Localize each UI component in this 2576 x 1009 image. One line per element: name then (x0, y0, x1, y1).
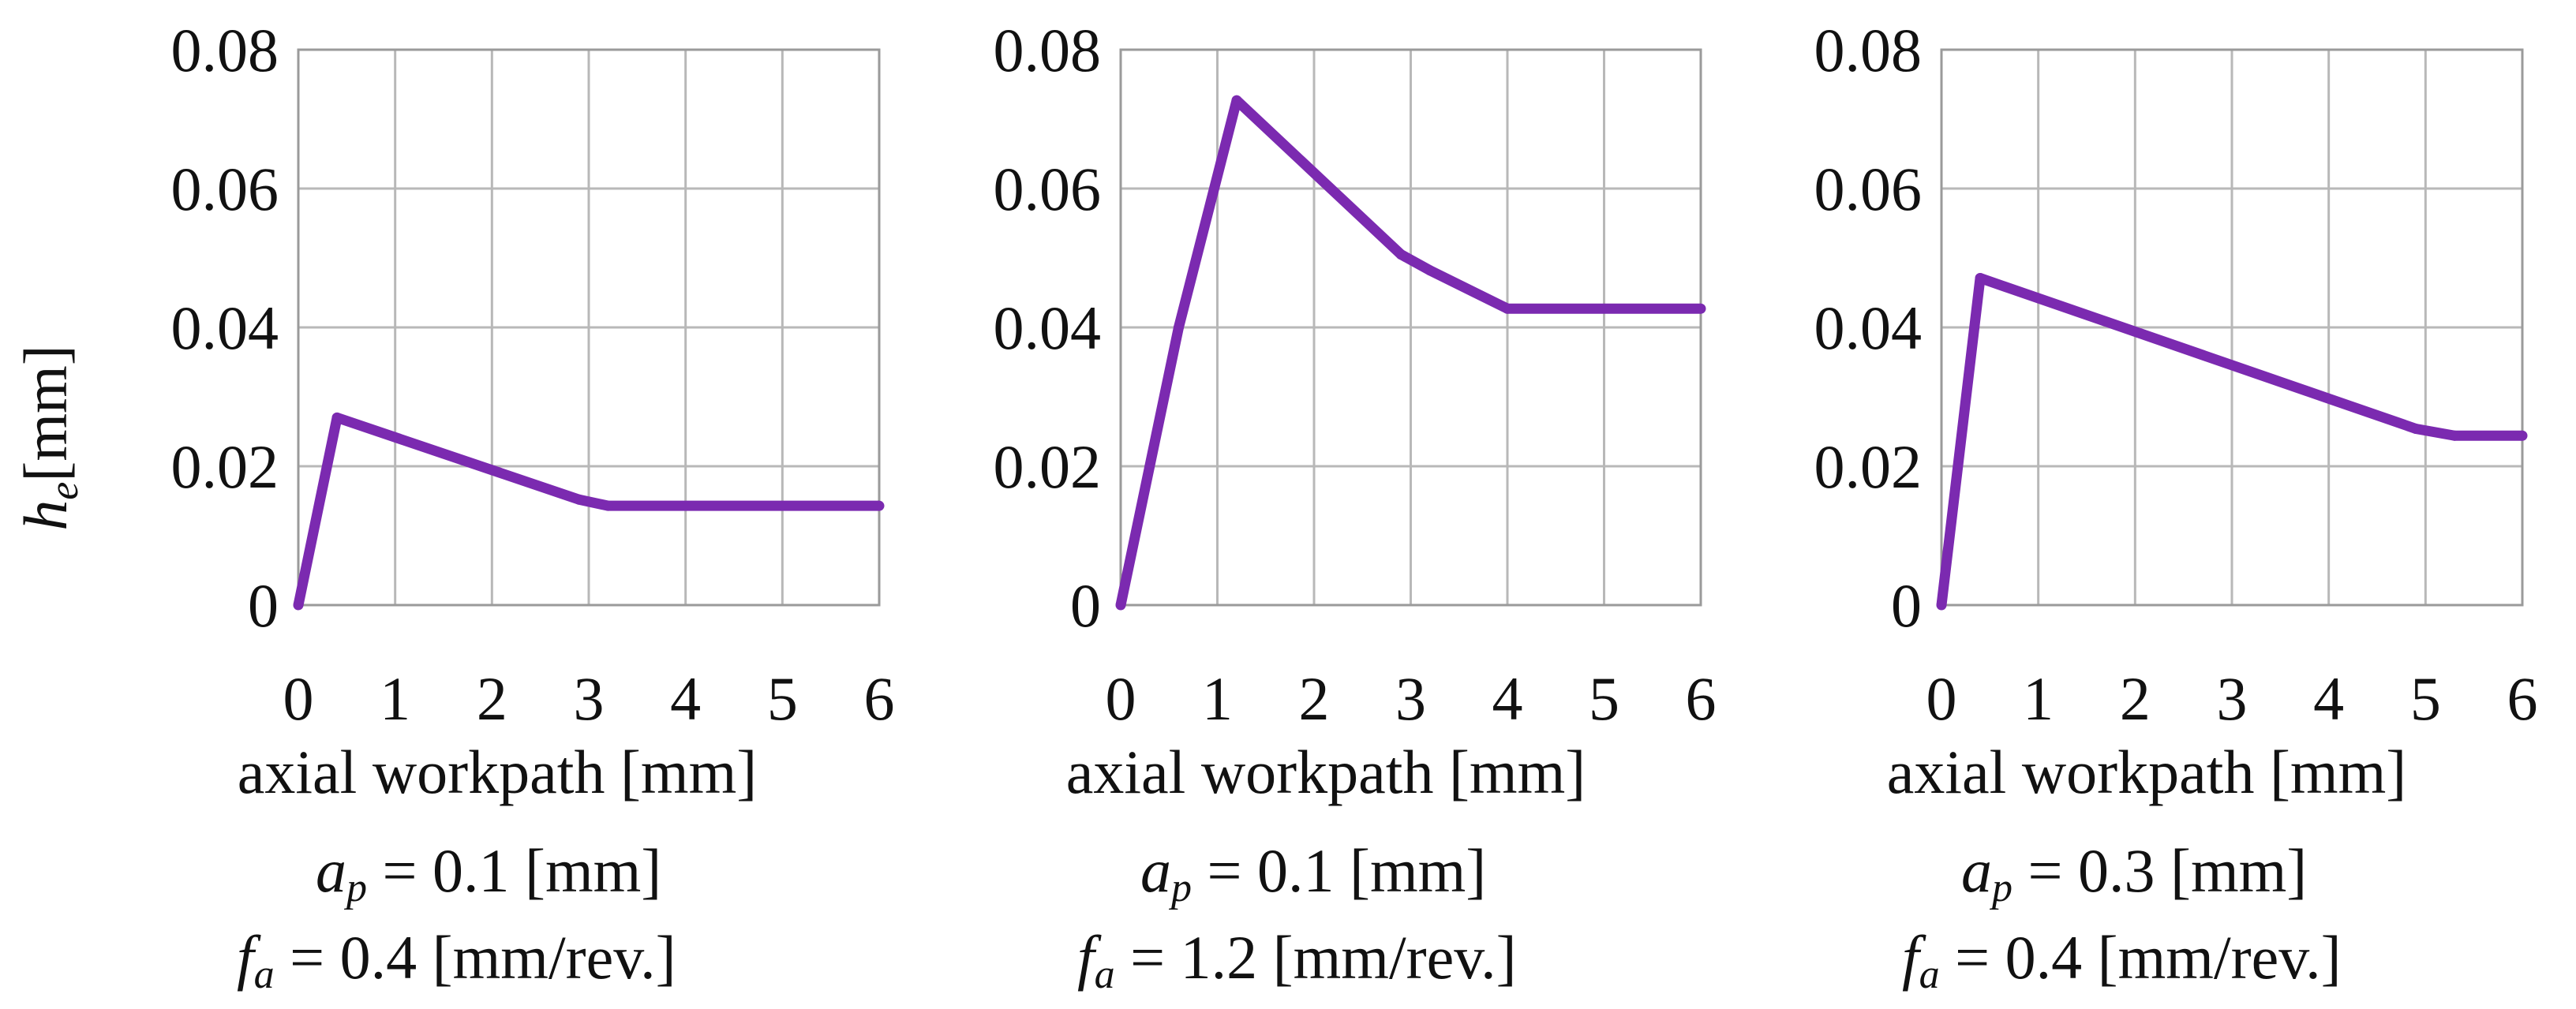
param-fa-value: = 0.4 [mm/rev.] (1940, 923, 2342, 992)
data-point (1231, 95, 1242, 106)
y-axis-label: he[mm] (11, 345, 87, 530)
x-tick-label: 4 (670, 664, 701, 733)
y-tick-label: 0.04 (1814, 293, 1923, 362)
y-tick-label: 0.08 (1814, 16, 1923, 84)
param-fa-caption: fa = 1.2 [mm/rev.] (1077, 923, 1517, 997)
y-tick-label: 0.02 (171, 432, 279, 501)
x-tick-label: 5 (2410, 664, 2441, 733)
plot-area-border (297, 48, 881, 607)
x-tick-label: 1 (2023, 664, 2054, 733)
plot-area-border (1119, 48, 1702, 607)
param-fa-subscript: a (1095, 952, 1115, 997)
x-tick-label: 6 (1686, 664, 1717, 733)
y-tick-label: 0.06 (171, 155, 279, 223)
y-tick-label: 0.02 (1814, 432, 1923, 501)
y-tick-label: 0.02 (994, 432, 1102, 501)
data-point (1174, 322, 1184, 333)
x-tick-label: 2 (2120, 664, 2151, 733)
param-ap-value: = 0.1 [mm] (367, 836, 661, 905)
y-tick-label: 0.08 (994, 16, 1102, 84)
x-axis-label: axial workpath [mm] (238, 738, 757, 806)
param-ap-symbol: a (316, 836, 346, 905)
x-tick-label: 1 (1202, 664, 1233, 733)
y-tick-label: 0.08 (171, 16, 279, 84)
data-point (1695, 303, 1706, 314)
data-point (874, 500, 885, 511)
data-point (331, 412, 343, 423)
param-ap-subscript: p (1989, 865, 2012, 910)
x-tick-label: 6 (2507, 664, 2538, 733)
x-tick-label: 4 (2313, 664, 2344, 733)
param-ap-caption: ap = 0.1 [mm] (316, 836, 661, 910)
x-axis-label: axial workpath [mm] (1066, 738, 1586, 806)
y-tick-label: 0.04 (994, 293, 1102, 362)
param-ap-symbol: a (1961, 836, 1992, 905)
y-axis-label-symbol: h (11, 500, 80, 531)
x-tick-label: 2 (477, 664, 507, 733)
x-axis-label: axial workpath [mm] (1887, 738, 2406, 806)
data-point (1395, 249, 1406, 260)
data-point (1936, 600, 1947, 611)
x-tick-label: 5 (1589, 664, 1619, 733)
x-tick-label: 1 (380, 664, 410, 733)
param-ap-value: = 0.1 [mm] (1192, 836, 1486, 905)
x-tick-label: 0 (283, 664, 314, 733)
data-point (574, 494, 585, 505)
y-tick-label: 0.06 (1814, 155, 1923, 223)
data-point (2410, 423, 2421, 434)
data-point (1425, 265, 1436, 276)
y-axis-label-subscript: e (42, 482, 87, 500)
param-fa-value: = 1.2 [mm/rev.] (1115, 923, 1517, 992)
param-fa-value: = 0.4 [mm/rev.] (275, 923, 676, 992)
y-tick-label: 0 (248, 571, 279, 640)
x-tick-label: 3 (2217, 664, 2248, 733)
data-point (2517, 430, 2528, 441)
data-point (1975, 273, 1986, 284)
param-ap-caption: ap = 0.3 [mm] (1961, 836, 2307, 910)
x-tick-label: 6 (864, 664, 895, 733)
data-point (603, 500, 614, 511)
param-fa-subscript: a (254, 952, 275, 997)
param-ap-value: = 0.3 [mm] (2012, 836, 2307, 905)
param-fa-caption: fa = 0.4 [mm/rev.] (237, 923, 676, 997)
plot-area-border (1940, 48, 2524, 607)
data-point (1502, 303, 1513, 314)
y-tick-label: 0.06 (994, 155, 1102, 223)
y-tick-label: 0.04 (171, 293, 279, 362)
x-tick-label: 3 (1395, 664, 1426, 733)
y-tick-label: 0 (1070, 571, 1101, 640)
param-ap-subscript: p (343, 865, 367, 910)
x-tick-label: 3 (574, 664, 605, 733)
y-tick-label: 0 (1891, 571, 1922, 640)
x-tick-label: 4 (1492, 664, 1523, 733)
param-ap-symbol: a (1140, 836, 1171, 905)
data-point (293, 600, 304, 611)
data-point (1115, 600, 1126, 611)
x-tick-label: 0 (1106, 664, 1136, 733)
data-point (2449, 430, 2460, 441)
param-fa-subscript: a (1919, 952, 1940, 997)
param-ap-subscript: p (1168, 865, 1192, 910)
x-tick-label: 5 (767, 664, 798, 733)
param-ap-caption: ap = 0.1 [mm] (1140, 836, 1486, 910)
x-tick-label: 0 (1926, 664, 1957, 733)
x-tick-label: 2 (1299, 664, 1330, 733)
y-axis-label-unit: [mm] (11, 345, 80, 481)
param-fa-caption: fa = 0.4 [mm/rev.] (1902, 923, 2342, 997)
